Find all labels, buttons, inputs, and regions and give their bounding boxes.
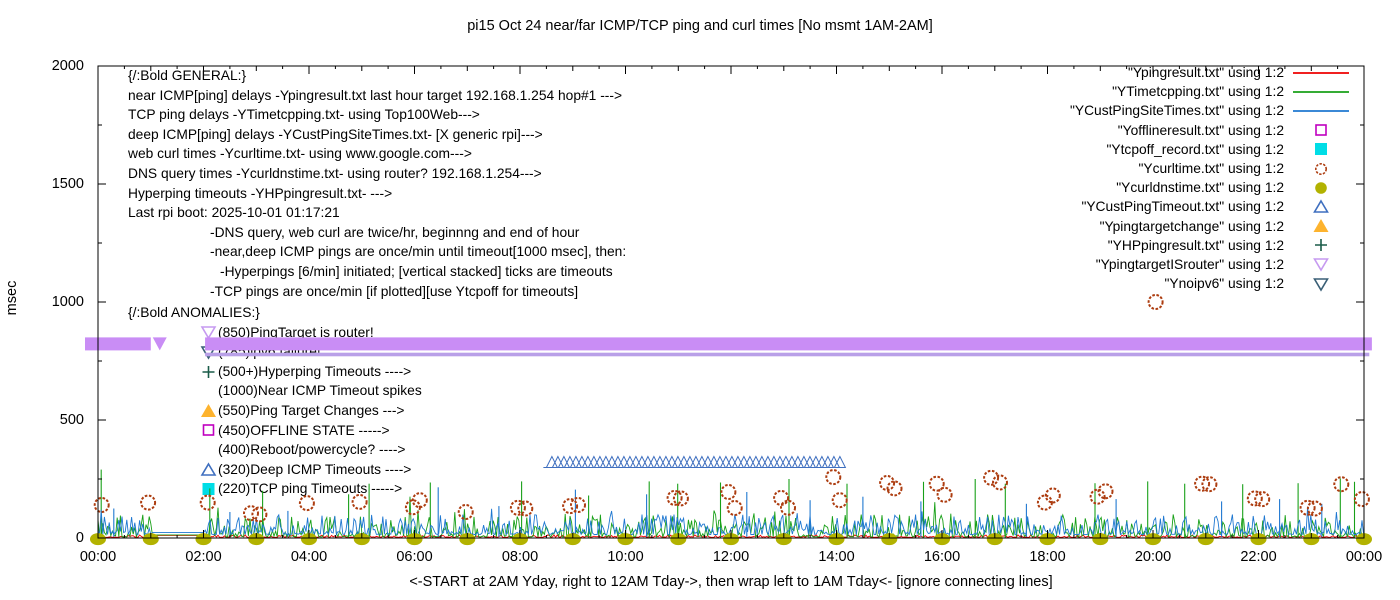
anomaly-text: (220)TCP ping Timeouts -----> — [218, 481, 403, 497]
anomaly-text: (450)OFFLINE STATE -----> — [218, 422, 390, 438]
legend-entry: "YTimetcpping.txt" using 1:2 — [954, 82, 1352, 101]
anomaly-row: (850)PingTarget is router! — [200, 323, 422, 343]
annotation-line: -Hyperpings [6/min] initiated; [vertical… — [220, 263, 613, 279]
x-tick: 08:00 — [501, 549, 539, 565]
legend-label: "Ycurltime.txt" using 1:2 — [1138, 161, 1284, 177]
annotation-line: -near,deep ICMP pings are once/min until… — [210, 244, 627, 260]
x-tick: 22:00 — [1240, 549, 1277, 565]
anomalies-annotation-block: {/:Bold ANOMALIES:} (850)PingTarget is r… — [128, 303, 422, 499]
legend-entry: "YCustPingSiteTimes.txt" using 1:2 — [954, 101, 1352, 120]
general-annotation-block: {/:Bold GENERAL:} near ICMP[ping] delays… — [128, 66, 626, 301]
y-tick: 2000 — [51, 58, 84, 74]
square-open-icon — [1290, 121, 1352, 139]
page-title: pi15 Oct 24 near/far ICMP/TCP ping and c… — [467, 18, 933, 34]
anomaly-row: (320)Deep ICMP Timeouts ----> — [200, 460, 422, 480]
annotation-line: Hyperping timeouts -YHPpingresult.txt- -… — [128, 185, 393, 201]
anomaly-row: (450)OFFLINE STATE -----> — [200, 421, 422, 441]
triangle-filled-icon — [1290, 217, 1352, 235]
green-line-icon — [1290, 83, 1352, 101]
legend-entry: "Yofflineresult.txt" using 1:2 — [954, 121, 1352, 140]
legend-entry: "YpingtargetISrouter" using 1:2 — [954, 255, 1352, 274]
anomaly-row: (220)TCP ping Timeouts -----> — [200, 479, 422, 499]
x-tick: 04:00 — [290, 549, 328, 565]
legend-entry: "Ypingresult.txt" using 1:2 — [954, 63, 1352, 82]
annotation-line: near ICMP[ping] delays -Ypingresult.txt … — [128, 87, 623, 103]
x-tick: 00:00 — [79, 549, 117, 565]
x-axis-label: <-START at 2AM Yday, right to 12AM Tday-… — [409, 574, 1053, 590]
anomaly-text: (850)PingTarget is router! — [218, 324, 374, 340]
tridown-open-icon — [1290, 275, 1352, 293]
x-tick: 14:00 — [818, 549, 855, 565]
square-filled-icon — [1290, 140, 1352, 158]
y-tick: 0 — [75, 530, 84, 546]
legend-entry: "Ytcpoff_record.txt" using 1:2 — [954, 140, 1352, 159]
x-tick: 02:00 — [185, 549, 222, 565]
anomaly-row: (550)Ping Target Changes ---> — [200, 401, 422, 421]
anomaly-row: (500+)Hyperping Timeouts ----> — [200, 362, 422, 382]
anomaly-text: (500+)Hyperping Timeouts ----> — [218, 363, 412, 379]
legend-entry: "Ynoipv6" using 1:2 — [954, 274, 1352, 293]
legend-entry: "Ycurldnstime.txt" using 1:2 — [954, 178, 1352, 197]
anomaly-text: (1000)Near ICMP Timeout spikes — [218, 383, 422, 399]
annotation-line: -DNS query, web curl are twice/hr, begin… — [210, 224, 580, 240]
legend-label: "Ytcpoff_record.txt" using 1:2 — [1106, 141, 1284, 157]
square-filled-icon — [200, 481, 218, 497]
legend-entry: "Ypingtargetchange" using 1:2 — [954, 217, 1352, 236]
blue-line-icon — [1290, 102, 1352, 120]
legend-label: "Ypingresult.txt" using 1:2 — [1127, 65, 1284, 81]
anomaly-text: (400)Reboot/powercycle? ----> — [218, 442, 406, 458]
legend-entry: "YHPpingresult.txt" using 1:2 — [954, 236, 1352, 255]
annotation-line: DNS query times -Ycurldnstime.txt- using… — [128, 165, 542, 181]
anomalies-header: {/:Bold ANOMALIES:} — [128, 305, 260, 320]
legend-entry: "Ycurltime.txt" using 1:2 — [954, 159, 1352, 178]
y-tick: 1500 — [51, 176, 84, 192]
legend: "Ypingresult.txt" using 1:2 "YTimetcppin… — [954, 63, 1352, 293]
legend-label: "Ynoipv6" using 1:2 — [1164, 276, 1284, 292]
legend-label: "YCustPingTimeout.txt" using 1:2 — [1081, 199, 1284, 215]
x-tick: 00:00 — [1345, 549, 1383, 565]
annotation-line: TCP ping delays -YTimetcpping.txt- using… — [128, 107, 480, 123]
plus-icon — [1290, 236, 1352, 254]
anomaly-text: (320)Deep ICMP Timeouts ----> — [218, 461, 412, 477]
x-tick: 18:00 — [1029, 549, 1066, 565]
annotation-line: web curl times -Ycurltime.txt- using www… — [128, 146, 472, 162]
annotation-line: {/:Bold GENERAL:} — [128, 68, 247, 83]
y-tick: 500 — [59, 412, 84, 428]
legend-label: "YCustPingSiteTimes.txt" using 1:2 — [1069, 103, 1284, 119]
x-tick: 20:00 — [1134, 549, 1172, 565]
legend-label: "YpingtargetISrouter" using 1:2 — [1095, 256, 1284, 272]
triangle-open-icon — [200, 461, 218, 478]
x-tick: 16:00 — [923, 549, 961, 565]
anomaly-text: (550)Ping Target Changes ---> — [218, 402, 405, 418]
anomaly-row: (1000)Near ICMP Timeout spikes — [200, 381, 422, 401]
legend-label: "Ycurldnstime.txt" using 1:2 — [1116, 180, 1284, 196]
annotation-line: deep ICMP[ping] delays -YCustPingSiteTim… — [128, 126, 543, 142]
x-tick: 10:00 — [607, 549, 644, 565]
annotation-line: Last rpi boot: 2025-10-01 01:17:21 — [128, 205, 340, 221]
legend-label: "Ypingtargetchange" using 1:2 — [1099, 218, 1284, 234]
circle-filled-icon — [1290, 179, 1352, 197]
triangle-open-icon — [1290, 198, 1352, 216]
red-line-icon — [1290, 64, 1352, 82]
plus-icon — [200, 364, 218, 380]
x-tick: 12:00 — [712, 549, 750, 565]
y-tick: 1000 — [51, 294, 84, 310]
tridown-open-icon — [200, 324, 218, 340]
legend-entry: "YCustPingTimeout.txt" using 1:2 — [954, 197, 1352, 216]
square-open-icon — [200, 422, 218, 438]
circle-open-icon — [1290, 160, 1352, 178]
anomaly-row: (400)Reboot/powercycle? ----> — [200, 440, 422, 460]
triangle-filled-icon — [200, 403, 218, 419]
legend-label: "Yofflineresult.txt" using 1:2 — [1117, 122, 1284, 138]
x-tick: 06:00 — [396, 549, 433, 565]
annotation-line: -TCP pings are once/min [if plotted][use… — [210, 283, 579, 299]
tridown-open-icon — [1290, 255, 1352, 273]
legend-label: "YTimetcpping.txt" using 1:2 — [1112, 84, 1284, 100]
legend-label: "YHPpingresult.txt" using 1:2 — [1107, 237, 1284, 253]
